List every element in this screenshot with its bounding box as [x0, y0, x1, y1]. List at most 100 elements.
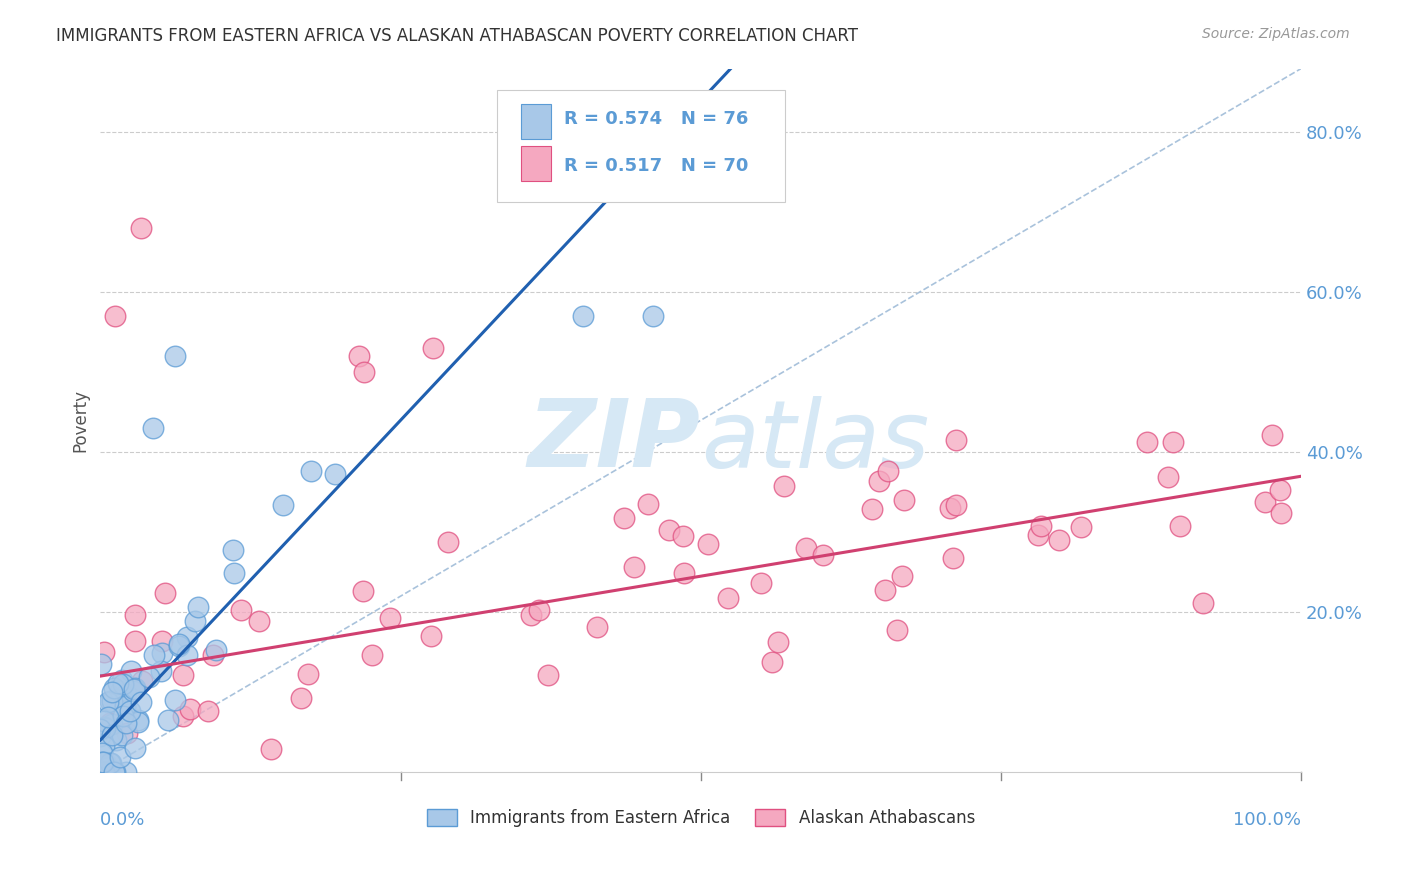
Immigrants from Eastern Africa: [222, 543, 245, 558]
Alaskan Athabascans: [297, 666, 319, 681]
Text: R = 0.517   N = 70: R = 0.517 N = 70: [564, 157, 748, 175]
Alaskan Athabascans: [260, 742, 283, 756]
Immigrants from Eastern Africa: [98, 756, 121, 770]
Immigrants from Eastern Africa: [156, 713, 179, 727]
Immigrants from Eastern Africa: [641, 310, 664, 324]
Immigrants from Eastern Africa: [94, 721, 117, 735]
Text: atlas: atlas: [700, 396, 929, 487]
Alaskan Athabascans: [942, 550, 965, 565]
Alaskan Athabascans: [1070, 520, 1092, 534]
Immigrants from Eastern Africa: [98, 693, 121, 707]
Immigrants from Eastern Africa: [163, 692, 186, 706]
Immigrants from Eastern Africa: [169, 639, 191, 653]
Alaskan Athabascans: [361, 648, 384, 662]
Immigrants from Eastern Africa: [103, 681, 125, 696]
Immigrants from Eastern Africa: [90, 755, 112, 769]
Alaskan Athabascans: [420, 629, 443, 643]
Alaskan Athabascans: [613, 511, 636, 525]
Immigrants from Eastern Africa: [122, 683, 145, 698]
Alaskan Athabascans: [773, 479, 796, 493]
Alaskan Athabascans: [98, 715, 121, 730]
Immigrants from Eastern Africa: [150, 664, 173, 678]
Immigrants from Eastern Africa: [323, 467, 346, 482]
Alaskan Athabascans: [179, 702, 201, 716]
Immigrants from Eastern Africa: [101, 685, 124, 699]
Immigrants from Eastern Africa: [120, 704, 142, 718]
Alaskan Athabascans: [353, 365, 375, 379]
Immigrants from Eastern Africa: [122, 681, 145, 696]
Immigrants from Eastern Africa: [93, 720, 115, 734]
Immigrants from Eastern Africa: [91, 765, 114, 780]
Immigrants from Eastern Africa: [111, 677, 134, 691]
Alaskan Athabascans: [172, 667, 194, 681]
Alaskan Athabascans: [637, 497, 659, 511]
Alaskan Athabascans: [422, 342, 444, 356]
Immigrants from Eastern Africa: [89, 722, 111, 736]
Immigrants from Eastern Africa: [222, 566, 245, 580]
Text: IMMIGRANTS FROM EASTERN AFRICA VS ALASKAN ATHABASCAN POVERTY CORRELATION CHART: IMMIGRANTS FROM EASTERN AFRICA VS ALASKA…: [56, 27, 858, 45]
Alaskan Athabascans: [717, 591, 740, 606]
Alaskan Athabascans: [229, 603, 252, 617]
Immigrants from Eastern Africa: [143, 648, 166, 662]
Immigrants from Eastern Africa: [124, 681, 146, 695]
Alaskan Athabascans: [1026, 528, 1049, 542]
Immigrants from Eastern Africa: [114, 765, 136, 780]
Alaskan Athabascans: [129, 221, 152, 235]
Alaskan Athabascans: [1161, 435, 1184, 450]
Immigrants from Eastern Africa: [94, 755, 117, 769]
Alaskan Athabascans: [868, 474, 890, 488]
Immigrants from Eastern Africa: [93, 714, 115, 729]
Immigrants from Eastern Africa: [108, 684, 131, 698]
Immigrants from Eastern Africa: [100, 756, 122, 770]
Immigrants from Eastern Africa: [97, 695, 120, 709]
Alaskan Athabascans: [886, 623, 908, 637]
Immigrants from Eastern Africa: [176, 648, 198, 663]
Text: R = 0.574   N = 76: R = 0.574 N = 76: [564, 111, 748, 128]
Alaskan Athabascans: [290, 690, 312, 705]
Immigrants from Eastern Africa: [90, 756, 112, 771]
Immigrants from Eastern Africa: [105, 733, 128, 747]
Alaskan Athabascans: [131, 673, 153, 688]
Immigrants from Eastern Africa: [127, 714, 149, 729]
Alaskan Athabascans: [117, 726, 139, 740]
Alaskan Athabascans: [352, 583, 374, 598]
Legend: Immigrants from Eastern Africa, Alaskan Athabascans: Immigrants from Eastern Africa, Alaskan …: [420, 803, 981, 834]
Immigrants from Eastern Africa: [138, 670, 160, 684]
Bar: [520, 103, 551, 139]
Bar: [520, 146, 551, 181]
Immigrants from Eastern Africa: [104, 765, 127, 780]
Immigrants from Eastern Africa: [572, 310, 595, 324]
Alaskan Athabascans: [1047, 533, 1070, 547]
Immigrants from Eastern Africa: [301, 464, 323, 478]
Alaskan Athabascans: [347, 349, 370, 363]
Alaskan Athabascans: [877, 465, 900, 479]
Y-axis label: Poverty: Poverty: [72, 389, 89, 451]
Alaskan Athabascans: [875, 582, 897, 597]
Immigrants from Eastern Africa: [114, 687, 136, 701]
Alaskan Athabascans: [93, 645, 115, 659]
Alaskan Athabascans: [749, 576, 772, 591]
Alaskan Athabascans: [623, 560, 645, 574]
Immigrants from Eastern Africa: [101, 716, 124, 731]
FancyBboxPatch shape: [496, 89, 785, 202]
Immigrants from Eastern Africa: [110, 728, 132, 742]
Alaskan Athabascans: [697, 537, 720, 551]
Immigrants from Eastern Africa: [112, 694, 135, 708]
Alaskan Athabascans: [1031, 519, 1053, 533]
Alaskan Athabascans: [658, 523, 681, 537]
Alaskan Athabascans: [378, 610, 401, 624]
Alaskan Athabascans: [586, 620, 609, 634]
Alaskan Athabascans: [153, 586, 176, 600]
Alaskan Athabascans: [893, 493, 915, 508]
Immigrants from Eastern Africa: [127, 714, 149, 728]
Alaskan Athabascans: [811, 548, 834, 562]
Alaskan Athabascans: [172, 709, 194, 723]
Immigrants from Eastern Africa: [97, 710, 120, 724]
Immigrants from Eastern Africa: [129, 695, 152, 709]
Immigrants from Eastern Africa: [114, 715, 136, 730]
Immigrants from Eastern Africa: [103, 765, 125, 780]
Alaskan Athabascans: [1157, 470, 1180, 484]
Alaskan Athabascans: [202, 648, 225, 662]
Immigrants from Eastern Africa: [124, 740, 146, 755]
Immigrants from Eastern Africa: [90, 657, 112, 671]
